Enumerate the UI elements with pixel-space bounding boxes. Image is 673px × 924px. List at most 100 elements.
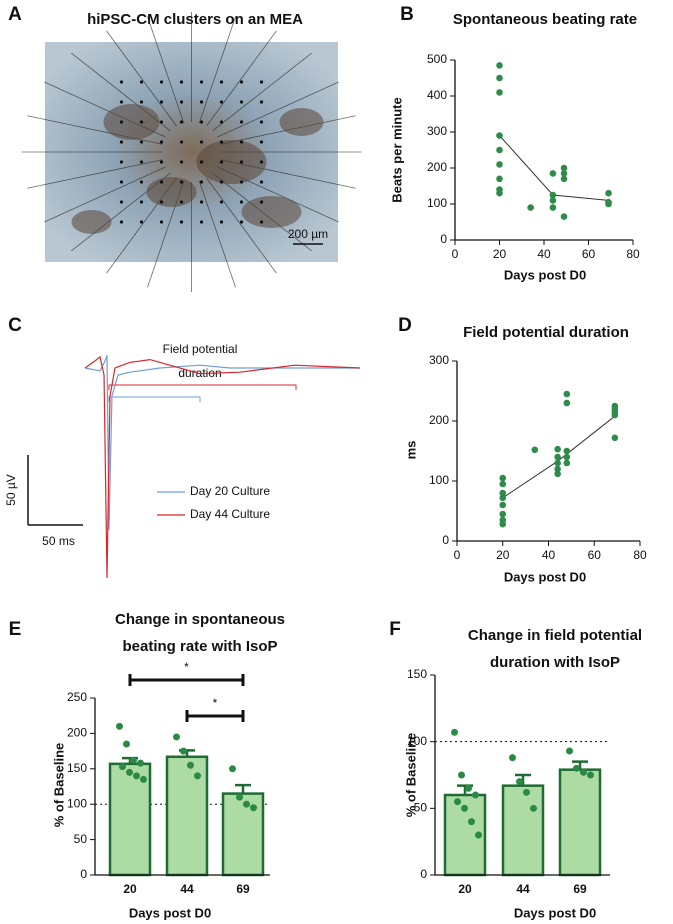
panel-title: Change in field potential [468,627,642,644]
trace-line [84,355,361,579]
electrode [199,120,204,124]
electrode [239,160,244,164]
electrode [219,140,224,144]
electrode-trace [212,52,312,132]
data-point [468,818,475,826]
electrode [119,200,124,204]
data-point [229,765,236,773]
data-point [496,161,503,168]
data-point [140,775,147,783]
electrode [139,100,144,104]
data-point [133,772,140,780]
panel-letter: E [9,619,22,640]
data-point [554,453,561,461]
data-point [458,771,465,779]
data-point [499,510,507,518]
data-point [180,747,187,755]
electrode [179,80,184,84]
x-tick-label: 40 [542,548,556,562]
electrode [259,220,264,224]
y-tick-label: 50 [414,801,428,815]
data-point [499,489,507,497]
cell-cluster [146,177,197,207]
electrode [119,140,124,144]
legend-label: Day 44 Culture [190,507,270,521]
data-point [516,778,523,786]
electrode [159,160,164,164]
y-tick-label: 300 [427,124,447,138]
data-point [499,520,507,528]
data-point [523,788,530,796]
x-tick-label: 0 [454,548,461,562]
data-point [563,447,571,455]
significance-label: * [213,696,218,710]
data-point [236,793,243,801]
data-point [123,740,130,748]
data-point [563,390,571,398]
x-tick-label: 69 [236,882,250,896]
significance-label: * [184,660,189,674]
trace-line [84,355,360,531]
data-point [560,164,568,172]
data-point [119,763,126,771]
y-axis-label: % of Baseline [403,733,418,818]
data-point [454,798,461,806]
electrode [139,180,144,184]
data-point [243,800,250,808]
data-point [566,747,573,755]
panel-letter: D [398,315,412,336]
panel-title: Spontaneous beating rate [453,11,637,28]
data-point [194,772,201,780]
data-point [560,175,568,183]
data-point [554,445,561,453]
data-point [499,480,507,488]
electrode [259,80,264,84]
data-point [563,459,571,467]
x-tick-label: 80 [626,247,640,261]
data-point [187,761,194,769]
data-point [496,189,503,197]
data-point [472,791,479,799]
electrode [199,220,204,224]
x-axis-label: Days post D0 [514,905,596,920]
electrode-trace [217,81,339,138]
data-point [499,474,507,482]
cell-cluster [71,210,112,234]
data-point [173,733,180,741]
y-tick-label: 100 [427,196,447,210]
data-point [549,204,557,211]
electrode [159,100,164,104]
y-tick-label: 0 [440,232,447,246]
electrode [199,200,204,204]
electrode [239,200,244,204]
electrode [219,160,224,164]
data-point [499,494,507,502]
data-point [563,453,571,461]
bar [558,768,602,877]
data-point [475,831,482,839]
y-tick-label: 250 [67,690,87,704]
data-point [554,459,561,467]
electrode [219,100,224,104]
cell-cluster [196,140,267,184]
electrode [199,100,204,104]
electrode-trace [27,159,163,189]
data-point [611,411,619,419]
electrode [259,120,264,124]
electrode [259,180,264,184]
data-point [126,768,133,776]
panel-letter: F [389,619,401,640]
electrode-trace [27,115,163,145]
electrode [119,220,124,224]
y-tick-label: 100 [67,796,87,810]
data-point [580,768,587,776]
cell-cluster [241,196,302,228]
y-tick-label: 400 [427,88,447,102]
data-point [573,764,580,772]
electrode [159,80,164,84]
electrode [179,140,184,144]
electrode [259,160,264,164]
data-point [549,170,557,177]
electrode [219,180,224,184]
mean-line [499,135,609,201]
